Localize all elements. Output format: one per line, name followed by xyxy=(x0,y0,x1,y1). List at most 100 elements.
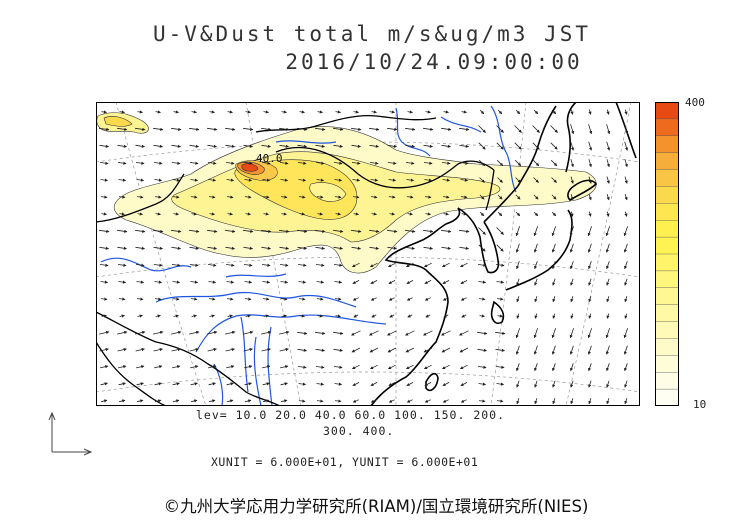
wind-vector xyxy=(588,176,592,184)
wind-vector xyxy=(298,280,307,284)
wind-vector xyxy=(243,348,253,352)
wind-vector xyxy=(263,399,270,403)
wind-vector xyxy=(262,382,270,386)
wind-vector xyxy=(588,261,592,270)
wind-vector xyxy=(478,297,486,301)
wind-vector xyxy=(263,212,270,216)
wind-vector xyxy=(207,161,217,165)
wind-vector xyxy=(334,382,343,386)
wind-vector xyxy=(117,348,127,352)
wind-vector xyxy=(190,365,199,369)
wind-vector xyxy=(333,127,344,131)
wind-vector xyxy=(261,229,272,233)
wind-vector xyxy=(317,110,324,114)
wind-vector xyxy=(137,314,143,318)
wind-vector xyxy=(315,348,326,352)
wind-vector xyxy=(496,399,504,403)
colorbar-cell xyxy=(655,388,679,406)
wind-vector xyxy=(189,330,200,335)
wind-vector xyxy=(207,330,218,335)
wind-vector xyxy=(534,398,538,405)
wind-vector xyxy=(279,348,289,352)
wind-vector xyxy=(369,347,379,353)
wind-vector xyxy=(118,297,126,301)
vector-units: XUNIT = 6.000E+01, YUNIT = 6.000E+01 xyxy=(211,455,479,469)
colorbar-cell xyxy=(655,102,679,120)
wind-vector xyxy=(551,194,557,200)
wind-vector xyxy=(369,229,380,233)
wind-vector xyxy=(297,246,308,250)
wind-vector xyxy=(532,125,540,133)
wind-vector xyxy=(459,161,469,165)
wind-vector xyxy=(281,212,288,216)
wind-vector xyxy=(155,212,162,216)
wind-vector xyxy=(623,243,628,253)
wind-vector xyxy=(208,297,216,301)
wind-vector xyxy=(100,178,109,182)
wind-vector xyxy=(316,382,325,386)
wind-vector xyxy=(333,348,344,352)
wind-vector xyxy=(208,382,216,386)
wind-vector xyxy=(624,398,628,405)
wind-vector xyxy=(606,261,610,270)
wind-vector xyxy=(624,124,629,135)
wind-vector xyxy=(245,110,252,114)
wind-vector xyxy=(117,246,128,250)
colorbar-cell xyxy=(655,253,679,272)
wind-vector xyxy=(478,280,487,284)
wind-vector xyxy=(460,178,469,182)
wind-vector xyxy=(208,280,217,284)
wind-vector xyxy=(461,212,468,216)
wind-vector xyxy=(261,330,272,335)
wind-vector xyxy=(135,263,145,267)
kazakh-border xyxy=(96,173,185,223)
wind-vector xyxy=(570,124,575,135)
wind-vector xyxy=(279,330,290,335)
wind-vector xyxy=(279,229,290,233)
wind-vector xyxy=(333,365,343,369)
wind-vector xyxy=(387,229,398,233)
wind-vector xyxy=(153,348,163,352)
wind-vector xyxy=(117,229,128,233)
wind-vector xyxy=(405,144,416,148)
wind-vector xyxy=(351,246,362,250)
wind-vector xyxy=(191,314,197,318)
wind-vector xyxy=(550,142,558,150)
wind-vector xyxy=(245,212,252,216)
colorbar-cell xyxy=(655,186,679,204)
wind-vector xyxy=(551,328,556,339)
wind-vector xyxy=(587,345,592,355)
wind-vector xyxy=(119,212,126,216)
wind-vector xyxy=(515,194,521,200)
wind-vector xyxy=(334,399,342,403)
wind-vector xyxy=(479,177,485,183)
wind-vector xyxy=(297,263,307,267)
wind-vector xyxy=(478,142,486,150)
wind-vector xyxy=(117,330,128,335)
wind-vector xyxy=(135,144,146,148)
wind-vector xyxy=(407,110,414,114)
wind-vector xyxy=(388,382,396,386)
wind-vector xyxy=(459,364,468,370)
wind-vector xyxy=(515,226,520,237)
wind-vector xyxy=(460,280,468,284)
wind-vector xyxy=(297,229,308,233)
wind-vector xyxy=(515,177,521,183)
colorbar-cell xyxy=(655,355,679,373)
wind-vector xyxy=(515,211,521,217)
wind-vector xyxy=(208,365,217,369)
wind-vector xyxy=(588,124,593,135)
wind-vector xyxy=(441,262,450,268)
wind-vector xyxy=(118,382,126,386)
wind-vector xyxy=(316,280,325,284)
wind-vector xyxy=(441,229,452,233)
wind-vector xyxy=(459,229,470,233)
wind-vector xyxy=(551,243,556,253)
wind-vector xyxy=(298,297,306,301)
wind-vector xyxy=(137,212,144,216)
russia-coast xyxy=(483,105,557,223)
wind-vector xyxy=(207,229,218,233)
wind-vector xyxy=(552,380,556,388)
wind-vector xyxy=(261,161,271,165)
wind-vector xyxy=(623,328,628,339)
